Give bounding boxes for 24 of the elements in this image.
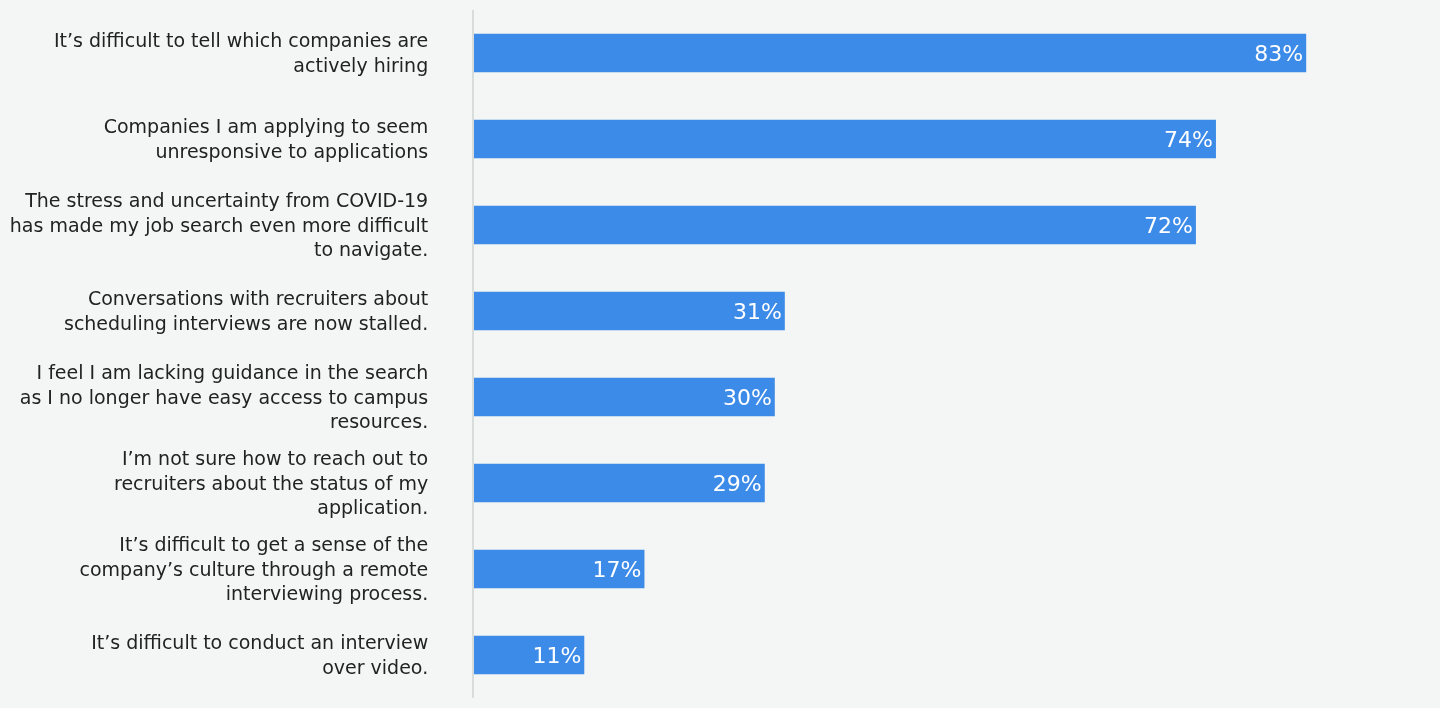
bar [474,33,1307,73]
bar [474,549,645,589]
y-tick-label: Companies I am applying to seem unresponsive to applications [103,115,429,162]
y-tick-label: It’s difficult to conduct an interview over video. [91,631,429,678]
bar [474,205,1196,245]
bar [474,377,775,417]
data-label: 30% [722,384,772,410]
bar [474,463,765,503]
y-tick-label: I’m not sure how to reach out to recruiters about the status of my application. [114,446,429,519]
data-label: 11% [532,642,582,668]
data-label: 17% [592,556,642,582]
y-tick-label: Conversations with recruiters about scheduling interviews are now stalled. [64,287,429,334]
y-tick-label: It’s difficult to tell which companies are actively hiring [54,29,429,76]
data-label: 74% [1164,126,1213,152]
y-tick-label: I feel I am lacking guidance in the search as I no longer have easy access to campus resources. [19,360,429,433]
data-label: 83% [1254,40,1304,66]
bar [474,291,785,331]
data-label: 29% [712,470,762,496]
y-tick-label: The stress and uncertainty from COVID-19 has made my job search even more difficult to navigate. [9,188,429,261]
data-label: 31% [732,298,782,324]
y-tick-label: It’s difficult to get a sense of the company’s culture through a remote interviewing process. [79,532,429,605]
bar [474,119,1216,159]
bar [474,635,585,675]
data-label: 72% [1144,212,1193,238]
